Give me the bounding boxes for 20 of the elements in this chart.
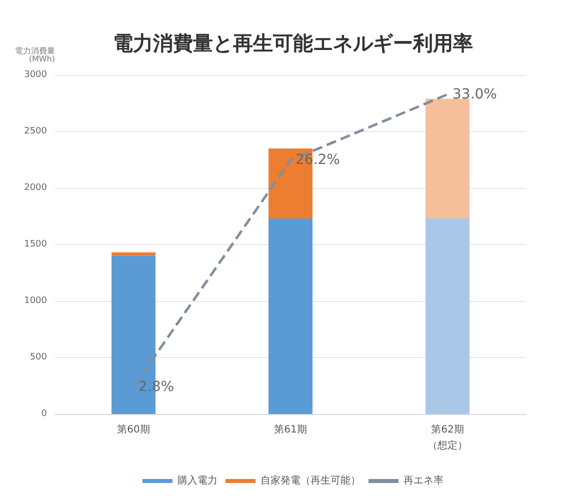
bar bbox=[426, 218, 470, 414]
y-tick-label: 1000 bbox=[24, 296, 48, 306]
y-tick-label: 3000 bbox=[24, 70, 48, 80]
bar bbox=[112, 252, 156, 256]
x-tick-label: 第61期 bbox=[274, 424, 307, 436]
y-axis-title: 電力消費量 (MWh) bbox=[15, 46, 55, 64]
legend-label: 購入電力 bbox=[178, 474, 218, 486]
legend-label: 自家発電（再生可能） bbox=[260, 474, 360, 486]
x-tick-label: 第62期（想定） bbox=[428, 424, 468, 452]
y-tick-label: 2500 bbox=[24, 126, 48, 136]
bar bbox=[426, 98, 470, 219]
x-tick-label: 第60期 bbox=[117, 424, 150, 436]
data-label: 33.0% bbox=[452, 86, 497, 102]
y-tick-label: 1500 bbox=[24, 240, 48, 250]
legend-label: 再エネ率 bbox=[404, 474, 444, 486]
y-tick-label: 0 bbox=[41, 409, 48, 419]
bar bbox=[268, 218, 312, 414]
y-tick-label: 2000 bbox=[24, 183, 48, 193]
y-tick-label: 500 bbox=[30, 352, 48, 362]
chart-title: 電力消費量と再生可能エネルギー利用率 bbox=[113, 31, 473, 55]
